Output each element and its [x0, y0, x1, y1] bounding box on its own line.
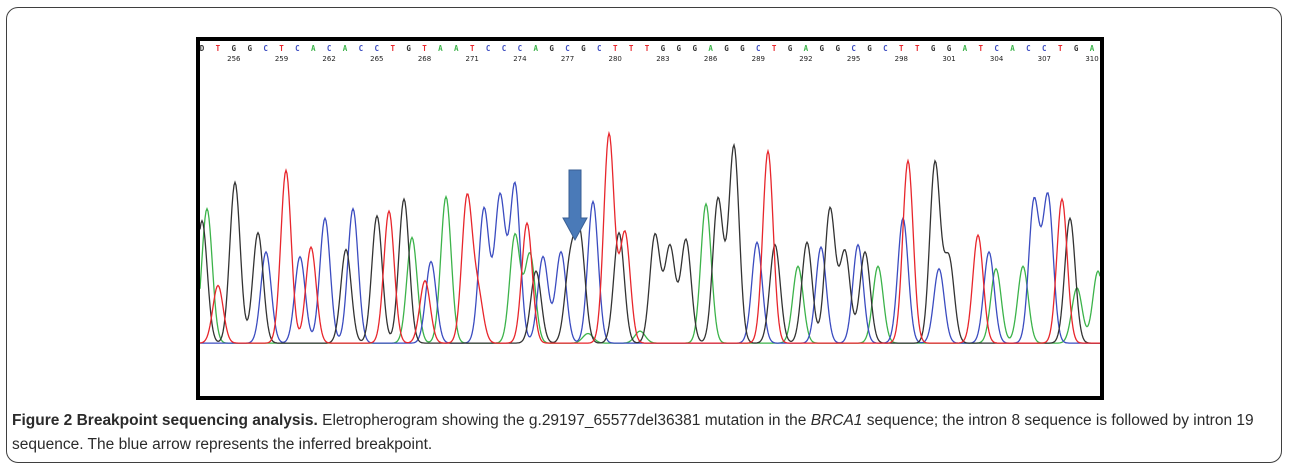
base-call-letter: C [518, 44, 523, 53]
position-tick-label: 301 [942, 55, 955, 63]
base-call-letter: G [835, 44, 840, 53]
trace-G [200, 142, 1100, 344]
base-call-letter: C [756, 44, 761, 53]
position-tick-label: 268 [418, 55, 431, 63]
base-call-letter: C [851, 44, 856, 53]
base-call-letter: G [724, 44, 729, 53]
base-call-letter: G [406, 44, 411, 53]
base-call-letter: T [645, 44, 650, 53]
position-tick-label: 298 [895, 55, 908, 63]
base-call-letter: G [247, 44, 252, 53]
base-call-letter: G [931, 44, 936, 53]
base-call-letter: G [549, 44, 554, 53]
position-tick-label: 286 [704, 55, 718, 63]
base-call-letter: G [661, 44, 666, 53]
caption-text-end: sequence; the intron 8 sequence is follo… [12, 412, 1254, 453]
base-call-letter: T [279, 44, 284, 53]
base-call-letter: A [311, 44, 316, 53]
base-call-letter: G [692, 44, 697, 53]
caption-gene-name: BRCA1 [810, 412, 863, 429]
base-call-letter: A [963, 44, 968, 53]
position-tick-label: 274 [513, 55, 527, 63]
base-call-letter: A [438, 44, 443, 53]
base-call-letter: A [1090, 44, 1095, 53]
base-call-letter: T [216, 44, 221, 53]
base-call-letter: C [1026, 44, 1031, 53]
base-call-letter: T [915, 44, 920, 53]
base-call-letter: G [232, 44, 237, 53]
base-call-letter: A [343, 44, 348, 53]
base-call-letter: T [629, 44, 634, 53]
base-call-letter: A [804, 44, 809, 53]
breakpoint-arrow [562, 169, 588, 242]
base-call-letter: T [613, 44, 618, 53]
base-call-letter: T [979, 44, 984, 53]
position-tick-label: 292 [799, 55, 812, 63]
base-call-letter: T [470, 44, 475, 53]
base-call-letter: C [565, 44, 570, 53]
base-call-letter: T [422, 44, 427, 53]
base-call-letter: G [867, 44, 872, 53]
position-tick-label: 310 [1085, 55, 1098, 63]
base-call-letter: C [263, 44, 268, 53]
position-tick-label: 265 [370, 55, 383, 63]
position-tick-label: 271 [466, 55, 479, 63]
figure-title: Figure 2 Breakpoint sequencing analysis. [12, 412, 318, 429]
base-call-letter: G [1074, 44, 1079, 53]
figure-frame [6, 7, 1282, 463]
position-tick-label: 280 [609, 55, 622, 63]
base-call-letter: T [899, 44, 904, 53]
position-tick-label: 256 [227, 55, 241, 63]
position-tick-label: 259 [275, 55, 288, 63]
position-tick-label: 307 [1038, 55, 1051, 63]
base-call-letter: A [1010, 44, 1015, 53]
caption-text: Eletropherogram showing the g.29197_6557… [317, 412, 811, 429]
base-call-letter: C [597, 44, 602, 53]
base-call-letter: G [581, 44, 586, 53]
base-call-letter: A [708, 44, 713, 53]
base-call-letter: G [788, 44, 793, 53]
position-tick-label: 283 [656, 55, 669, 63]
position-tick-label: 304 [990, 55, 1004, 63]
base-call-letter: C [295, 44, 300, 53]
base-call-letter: G [740, 44, 745, 53]
trace-C [200, 180, 1100, 344]
position-tick-label: 277 [561, 55, 574, 63]
base-call-letter: C [1042, 44, 1047, 53]
base-call-letter: A [534, 44, 539, 53]
base-call-letter: C [883, 44, 888, 53]
base-call-letter: T [390, 44, 395, 53]
base-call-letter: G [677, 44, 682, 53]
base-call-letter: T [772, 44, 777, 53]
base-call-letter: C [502, 44, 507, 53]
position-tick-label: 262 [322, 55, 335, 63]
base-call-letter: T [1058, 44, 1063, 53]
base-call-letter: C [486, 44, 491, 53]
position-tick-label: 289 [752, 55, 765, 63]
base-call-letter: C [327, 44, 332, 53]
figure-caption: Figure 2 Breakpoint sequencing analysis.… [12, 409, 1280, 457]
base-call-letter: C [375, 44, 380, 53]
base-call-letter: G [947, 44, 952, 53]
base-call-letter: G [820, 44, 825, 53]
position-ticks: 256 259 262 265 268 271 274 277 280 283 286 289 292 2… [227, 55, 1099, 63]
position-tick-label: 295 [847, 55, 860, 63]
base-call-letter: D [200, 44, 205, 53]
trace-T [200, 130, 1100, 344]
base-call-letter: A [454, 44, 459, 53]
base-call-letter: C [359, 44, 364, 53]
base-call-letter: C [994, 44, 999, 53]
